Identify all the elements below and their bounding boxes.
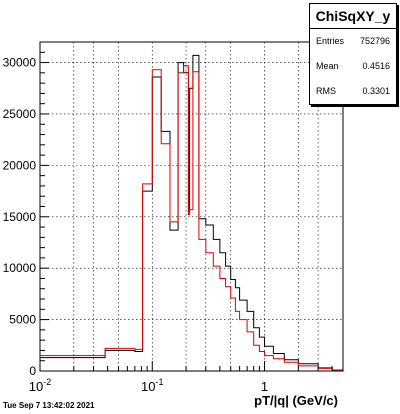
axes: 0 5000 10000 15000 20000 25000 30000 10-2 10-1 1	[3, 51, 344, 394]
histogram-series-2	[40, 65, 344, 371]
x-tick-label: 10-2	[29, 377, 51, 394]
stat-rms-label: RMS	[316, 86, 336, 96]
series-layer	[40, 54, 344, 371]
stat-mean-value: 0.4516	[362, 61, 390, 71]
plot-frame	[39, 41, 344, 372]
y-tick-label: 20000	[3, 158, 37, 172]
stat-mean-label: Mean	[316, 61, 339, 71]
y-tick-label: 5000	[9, 313, 36, 327]
x-axis-label: pT/|q| (GeV/c)	[254, 393, 338, 408]
stat-entries: Entries 752796	[310, 29, 396, 54]
y-tick-label: 10000	[3, 261, 37, 275]
timestamp: Tue Sep 7 13:42:02 2021	[3, 401, 95, 410]
stats-title: ChiSqXY_y	[310, 4, 396, 29]
x-tick-label: 10-1	[141, 377, 163, 394]
stat-rms: RMS 0.3301	[310, 79, 396, 104]
y-tick-label: 0	[29, 364, 36, 378]
stat-rms-value: 0.3301	[362, 86, 390, 96]
y-tick-label: 15000	[3, 210, 37, 224]
y-tick-label: 25000	[3, 107, 37, 121]
stat-entries-value: 752796	[359, 36, 390, 46]
stats-box: ChiSqXY_y Entries 752796 Mean 0.4516 RMS…	[309, 3, 397, 105]
x-tick-label: 1	[261, 379, 268, 394]
y-tick-label: 30000	[3, 56, 37, 70]
stat-entries-label: Entries	[316, 36, 345, 46]
stat-mean: Mean 0.4516	[310, 54, 396, 79]
